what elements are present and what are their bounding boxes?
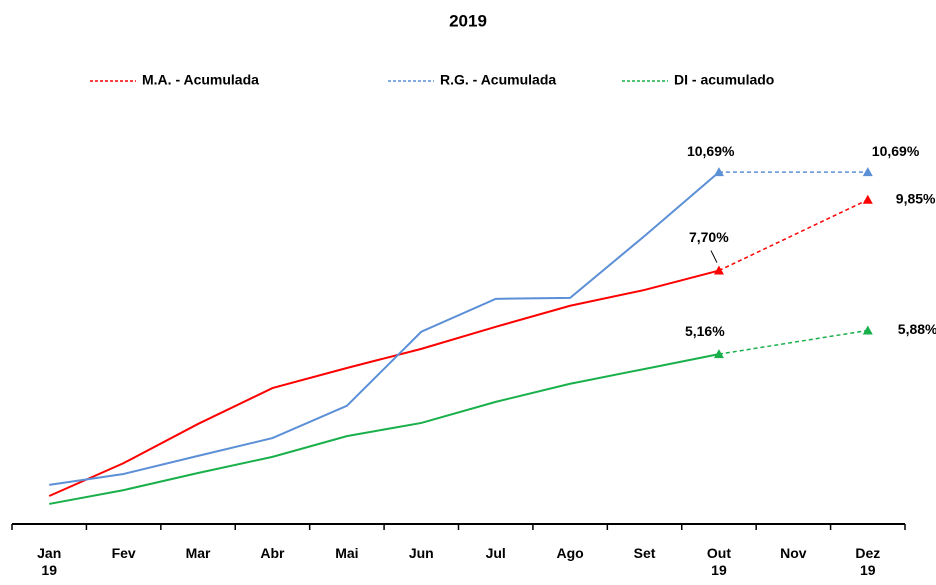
point-marker: [713, 349, 724, 359]
x-tick-label: Mai: [335, 545, 359, 561]
x-tick-label: Set: [633, 545, 656, 561]
legend-label: R.G. - Acumulada: [440, 72, 556, 88]
data-label: 5,16%: [685, 323, 725, 339]
legend-label: M.A. - Acumulada: [142, 72, 259, 88]
x-tick-label: Jan 19: [37, 545, 62, 578]
data-label: 9,85%: [896, 190, 936, 206]
chart-title: 2019: [449, 11, 487, 30]
x-tick-label: Jun: [408, 545, 434, 561]
x-tick-label: Jul: [485, 545, 506, 561]
x-tick-label: Ago: [556, 545, 584, 561]
point-marker: [862, 167, 873, 177]
point-marker: [862, 325, 873, 335]
data-label: 5,88%: [898, 321, 936, 337]
x-tick-label: Abr: [260, 545, 285, 561]
x-tick-label: Mar: [185, 545, 211, 561]
series-line: [48, 269, 720, 497]
data-label: 10,69%: [687, 143, 735, 159]
x-tick-label: Fev: [111, 545, 136, 561]
projection-line: [718, 329, 868, 355]
point-marker: [862, 194, 873, 204]
legend-label: DI - acumulado: [674, 72, 774, 88]
x-tick-label: Out 19: [706, 545, 731, 578]
series-line: [49, 171, 720, 486]
series-line: [49, 353, 720, 505]
x-tick-label: Dez 19: [855, 545, 881, 578]
leader-line: [710, 250, 718, 263]
point-marker: [713, 265, 724, 275]
data-label: 7,70%: [689, 229, 729, 245]
data-label: 10,69%: [872, 143, 920, 159]
x-tick-label: Nov: [780, 545, 807, 561]
projection-line: [718, 199, 869, 272]
point-marker: [713, 167, 724, 177]
